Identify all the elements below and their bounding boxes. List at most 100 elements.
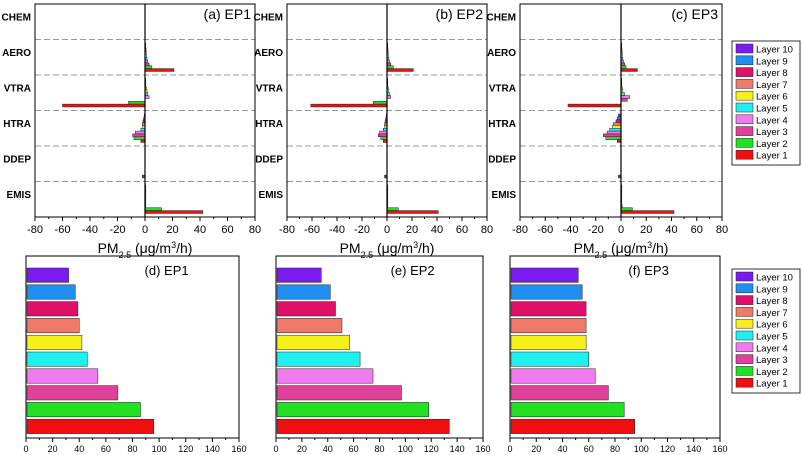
bar-htra-layer-3 xyxy=(378,133,388,138)
bar-vtra-layer-1 xyxy=(62,103,146,108)
bar-vtra-layer-1 xyxy=(567,103,622,108)
legend-label: Layer 4 xyxy=(756,343,788,354)
bar-emis-layer-2 xyxy=(620,207,633,211)
x-axis-label-part: 3 xyxy=(647,240,652,250)
category-label-chem: CHEM xyxy=(254,13,283,24)
category-label-htra: HTRA xyxy=(488,119,516,130)
legend-swatch xyxy=(735,330,754,341)
category-label-chem: CHEM xyxy=(487,13,516,24)
legend-label: Layer 8 xyxy=(756,296,788,307)
bar-vtra-layer-2 xyxy=(128,101,146,105)
panel-top-1: CHEM AERO VTRA HTRA DDEP EMIS -80 -60 -40 -20 0 20 4… xyxy=(254,3,493,236)
bar-layer-4 xyxy=(26,368,99,384)
bar-emis-layer-2 xyxy=(386,207,399,211)
x-tick-label: 60 xyxy=(221,224,233,236)
category-label-aero: AERO xyxy=(2,48,31,59)
panel-top-2: CHEM AERO VTRA HTRA DDEP EMIS -80 -60 -40 -20 0 20 4… xyxy=(487,3,728,236)
x-axis-label-part: /h) xyxy=(418,240,434,256)
x-tick-label: -40 xyxy=(82,224,98,236)
bar-layer-2 xyxy=(276,402,429,418)
bar-emis-layer-2 xyxy=(144,207,162,211)
legend-swatch xyxy=(735,377,754,388)
bar-layer-5 xyxy=(276,351,361,367)
bar-layer-3 xyxy=(510,385,609,401)
x-tick-label: -20 xyxy=(354,224,370,236)
bar-layer-6 xyxy=(276,334,350,350)
bar-layer-6 xyxy=(510,334,587,350)
x-tick-label: 20 xyxy=(531,444,541,454)
bar-layer-5 xyxy=(26,351,88,367)
x-axis-label-part: /h) xyxy=(176,240,192,256)
x-tick-label: 60 xyxy=(349,444,359,454)
category-label-emis: EMIS xyxy=(492,190,517,201)
bar-htra-layer-5 xyxy=(609,128,622,132)
category-label-ddep: DDEP xyxy=(255,155,283,166)
legend-swatch xyxy=(735,55,754,66)
bar-layer-7 xyxy=(510,318,587,334)
bar-htra-layer-3 xyxy=(132,133,146,138)
category-label-vtra: VTRA xyxy=(489,84,516,95)
x-tick-label: 80 xyxy=(610,444,620,454)
x-tick-label: 80 xyxy=(374,444,384,454)
legend-label: Layer 7 xyxy=(756,308,788,319)
category-label-ddep: DDEP xyxy=(488,155,516,166)
bar-layer-1 xyxy=(510,418,635,434)
bar-vtra-layer-4 xyxy=(620,95,631,99)
x-tick-label: 140 xyxy=(205,444,220,454)
x-tick-label: 40 xyxy=(74,444,84,454)
x-axis-label-part: (μg/m xyxy=(607,240,647,256)
bar-htra-layer-8 xyxy=(615,119,622,123)
x-tick-label: 40 xyxy=(194,224,206,236)
x-tick-label: -60 xyxy=(537,224,553,236)
bar-layer-8 xyxy=(510,301,587,317)
bar-htra-layer-2 xyxy=(133,136,146,140)
x-tick-label: 40 xyxy=(665,224,677,236)
bar-aero-layer-1 xyxy=(620,68,638,72)
legend-swatch xyxy=(735,138,754,148)
x-tick-label: 80 xyxy=(249,224,261,236)
x-tick-label: 0 xyxy=(273,444,278,454)
x-tick-label: 0 xyxy=(384,224,390,236)
bar-emis-layer-1 xyxy=(144,210,203,214)
bar-aero-layer-2 xyxy=(386,65,394,69)
category-label-emis: EMIS xyxy=(7,190,32,201)
x-tick-label: 100 xyxy=(152,444,167,454)
category-label-emis: EMIS xyxy=(259,190,284,201)
legend-swatch xyxy=(735,271,754,282)
legend-swatch xyxy=(735,90,754,101)
bar-layer-9 xyxy=(26,284,76,300)
panel-title: (a) EP1 xyxy=(204,6,252,22)
x-axis-label-part: /h) xyxy=(652,240,668,256)
legend-label: Layer 5 xyxy=(756,104,788,115)
bar-layer-8 xyxy=(276,301,336,317)
bar-htra-layer-3 xyxy=(603,133,622,138)
x-tick-label: 120 xyxy=(178,444,193,454)
x-tick-label: 0 xyxy=(23,444,28,454)
category-label-aero: AERO xyxy=(487,48,516,59)
x-tick-label: -60 xyxy=(304,224,320,236)
bar-htra-layer-4 xyxy=(135,130,146,135)
bar-htra-layer-2 xyxy=(380,136,388,140)
x-tick-label: 100 xyxy=(398,444,413,454)
bar-htra-layer-6 xyxy=(611,125,622,129)
x-tick-label: 160 xyxy=(712,444,727,454)
x-axis-label-part: (μg/m xyxy=(373,240,413,256)
bar-vtra-layer-3 xyxy=(620,98,628,102)
legend-swatch xyxy=(735,43,754,54)
panel-bottom-5: 0 20 40 60 80 100 120 140 160 (f) EP3 xyxy=(507,255,728,454)
bar-emis-layer-1 xyxy=(620,210,675,214)
panel-title: (e) EP2 xyxy=(391,263,435,278)
legend-label: Layer 2 xyxy=(756,367,788,378)
bar-htra-layer-4 xyxy=(379,130,388,135)
bar-aero-layer-3 xyxy=(144,62,150,67)
bar-layer-5 xyxy=(510,351,589,367)
legend-label: Layer 9 xyxy=(756,284,788,295)
legend-label: Layer 3 xyxy=(756,355,788,366)
legend-swatch xyxy=(735,307,754,317)
bar-aero-layer-2 xyxy=(144,65,153,69)
bar-vtra-layer-4 xyxy=(144,95,150,99)
x-tick-label: -40 xyxy=(329,224,345,236)
bar-htra-layer-7 xyxy=(613,122,622,126)
